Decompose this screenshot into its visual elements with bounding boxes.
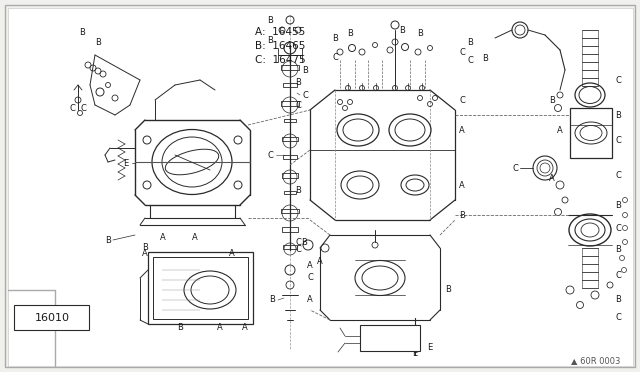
- Bar: [283, 245, 297, 249]
- Text: C: C: [267, 151, 273, 160]
- Text: 16010: 16010: [35, 313, 70, 323]
- Text: B: B: [332, 33, 338, 42]
- Text: C: C: [512, 164, 518, 173]
- Text: B: B: [295, 186, 301, 195]
- Text: B: B: [445, 285, 451, 295]
- Bar: [153, 257, 248, 319]
- Text: A: A: [557, 125, 563, 135]
- Text: B: B: [79, 28, 85, 36]
- Text: C: C: [295, 100, 301, 109]
- Text: B: B: [269, 295, 275, 305]
- Text: C: C: [459, 96, 465, 105]
- Bar: [284, 119, 296, 122]
- Text: E: E: [428, 343, 433, 353]
- Text: C: C: [295, 246, 301, 254]
- Bar: [283, 83, 297, 87]
- Text: B: B: [302, 65, 308, 74]
- Text: B: B: [615, 295, 621, 305]
- Text: A: A: [459, 180, 465, 189]
- Text: B: B: [615, 110, 621, 119]
- Text: A: A: [307, 295, 313, 305]
- Text: B: B: [467, 38, 473, 46]
- Bar: [281, 65, 299, 70]
- Bar: [360, 325, 420, 351]
- Text: B:  16465: B: 16465: [255, 41, 305, 51]
- Text: B: B: [267, 16, 273, 25]
- Text: C:  16475: C: 16475: [255, 55, 306, 65]
- Text: B: B: [615, 201, 621, 209]
- Text: B: B: [615, 246, 621, 254]
- Text: A: A: [242, 324, 248, 333]
- Text: B: B: [417, 29, 423, 38]
- Text: A: A: [459, 125, 465, 135]
- Text: A: A: [160, 232, 166, 241]
- Bar: [281, 101, 299, 106]
- Text: A: A: [317, 257, 323, 266]
- Text: 16174: 16174: [363, 339, 392, 347]
- Text: C: C: [615, 314, 621, 323]
- Bar: [570, 108, 612, 158]
- Text: A: A: [142, 248, 148, 257]
- Bar: [282, 227, 298, 232]
- Bar: [281, 209, 299, 213]
- Text: C: C: [80, 103, 86, 112]
- Text: C: C: [615, 224, 621, 232]
- Text: B: B: [177, 324, 183, 333]
- Text: C: C: [615, 270, 621, 279]
- Text: A: A: [307, 260, 313, 269]
- Text: C: C: [307, 273, 313, 282]
- Text: ▲ 60R 0003: ▲ 60R 0003: [571, 356, 620, 365]
- Text: A:  16455: A: 16455: [255, 27, 305, 37]
- Bar: [14, 305, 89, 330]
- Text: E: E: [412, 349, 418, 357]
- Bar: [148, 252, 253, 324]
- Text: B: B: [482, 54, 488, 62]
- Text: C: C: [615, 170, 621, 180]
- Bar: [284, 191, 296, 194]
- Text: B: B: [142, 244, 148, 253]
- Bar: [283, 155, 297, 159]
- Text: C: C: [69, 103, 75, 112]
- Text: B: B: [295, 77, 301, 87]
- Text: C: C: [459, 48, 465, 57]
- Text: A: A: [549, 173, 555, 183]
- Text: B: B: [549, 96, 555, 105]
- Text: A: A: [192, 232, 198, 241]
- Text: C: C: [467, 55, 473, 64]
- Text: C: C: [615, 76, 621, 84]
- Text: B: B: [301, 237, 307, 247]
- Text: B: B: [399, 26, 405, 35]
- Text: B: B: [347, 29, 353, 38]
- Bar: [282, 137, 298, 141]
- Text: 16174M: 16174M: [363, 327, 399, 337]
- Text: A: A: [229, 248, 235, 257]
- Text: C: C: [332, 52, 338, 61]
- Text: A: A: [217, 324, 223, 333]
- Text: B: B: [459, 211, 465, 219]
- Text: B: B: [95, 38, 101, 46]
- Bar: [282, 173, 298, 178]
- Text: E: E: [124, 158, 129, 167]
- Text: B: B: [105, 235, 111, 244]
- Text: C: C: [295, 237, 301, 247]
- Text: C: C: [302, 90, 308, 99]
- Text: C: C: [615, 135, 621, 144]
- Text: B: B: [267, 35, 273, 45]
